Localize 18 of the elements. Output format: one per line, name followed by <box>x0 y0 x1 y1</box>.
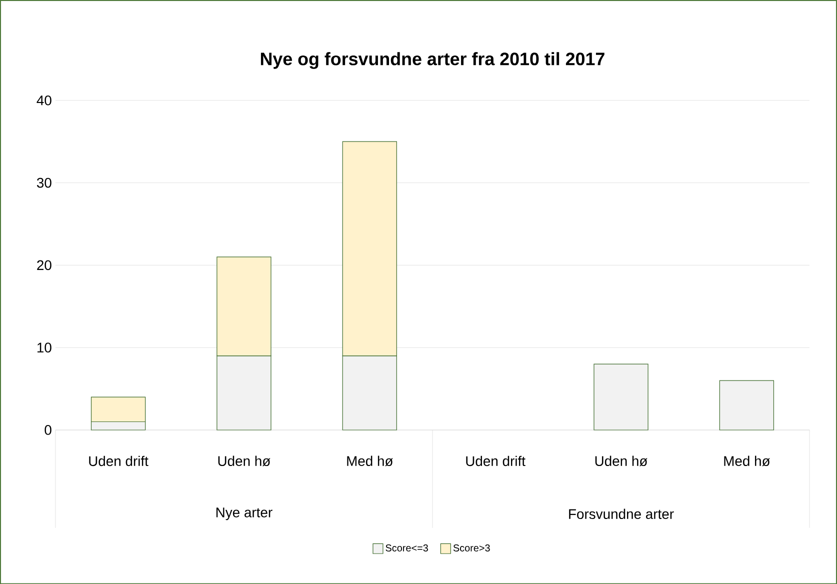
text: Forsvundne arter <box>569 508 674 519</box>
x-tick-label: Uden hø <box>595 456 648 466</box>
legend-label: Score>3 <box>453 544 490 552</box>
legend-label: Score<=3 <box>386 544 428 552</box>
y-tick-label: 40 <box>36 95 52 106</box>
x-tick-label: Uden hø <box>218 456 270 466</box>
y-tick-label: 30 <box>36 178 52 188</box>
y-tick-label: 10 <box>37 342 52 352</box>
y-tick-label: 20 <box>37 260 52 270</box>
x-tick-label: Uden drift <box>466 456 526 466</box>
x-tick-label: Med hø <box>347 456 393 466</box>
chart-title: Nye og forsvundne arter fra 2010 til 2017 <box>260 52 604 69</box>
text: Nye arter <box>216 508 272 520</box>
bar <box>719 380 774 430</box>
bar <box>594 364 648 430</box>
y-tick-label: 0 <box>44 424 52 435</box>
x-tick-label: Med hø <box>724 456 770 466</box>
x-tick-label: Uden drift <box>89 456 148 466</box>
